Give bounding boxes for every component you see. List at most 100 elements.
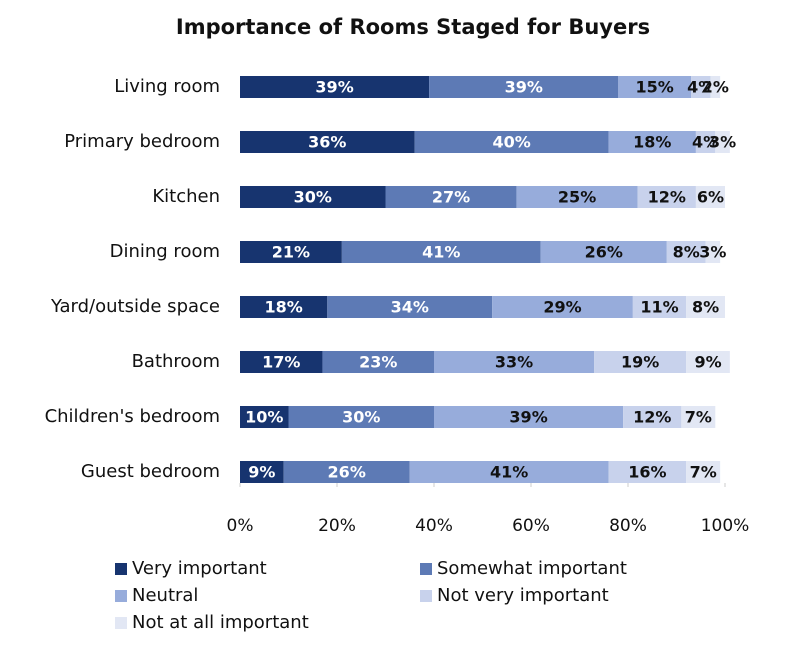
value-label: 12% xyxy=(633,408,671,427)
bar-segment xyxy=(240,351,323,373)
value-label: 4% xyxy=(692,133,719,152)
value-label: 30% xyxy=(342,408,380,427)
bar-segment xyxy=(516,186,638,208)
y-tick-label: Guest bedroom xyxy=(81,461,220,482)
x-tick-label: 100% xyxy=(701,516,750,536)
value-label: 4% xyxy=(687,78,714,97)
y-tick-label: Living room xyxy=(114,76,220,97)
bar-segment xyxy=(618,76,692,98)
bar-segment xyxy=(608,461,687,483)
bar-segment xyxy=(686,296,725,318)
y-tick-label: Kitchen xyxy=(152,186,220,207)
value-label: 26% xyxy=(585,243,623,262)
legend-swatch xyxy=(115,617,127,629)
bar-segment xyxy=(594,351,687,373)
value-label: 29% xyxy=(543,298,581,317)
value-label: 36% xyxy=(308,133,346,152)
bar-segment xyxy=(322,351,434,373)
value-label: 12% xyxy=(648,188,686,207)
bar-segment xyxy=(240,241,342,263)
value-label: 27% xyxy=(432,188,470,207)
bar-segment xyxy=(341,241,541,263)
value-label: 39% xyxy=(509,408,547,427)
legend-swatch xyxy=(115,563,127,575)
x-tick-label: 20% xyxy=(318,516,356,536)
value-label: 21% xyxy=(272,243,310,262)
bar-segment xyxy=(710,76,721,98)
legend-swatch xyxy=(420,590,432,602)
y-tick-label: Bathroom xyxy=(132,351,220,372)
legend-label: Not at all important xyxy=(132,612,309,633)
bar-segment xyxy=(409,461,609,483)
value-label: 10% xyxy=(245,408,283,427)
value-label: 19% xyxy=(621,353,659,372)
value-label: 18% xyxy=(633,133,671,152)
legend-label: Somewhat important xyxy=(437,558,627,579)
bar-segment xyxy=(623,406,682,428)
legend-label: Very important xyxy=(132,558,267,579)
bar-segment xyxy=(681,406,716,428)
bar-segment xyxy=(637,186,696,208)
bar-segment xyxy=(695,131,716,153)
x-tick-label: 60% xyxy=(512,516,550,536)
value-label: 7% xyxy=(685,408,712,427)
bar-segment xyxy=(327,296,493,318)
x-tick-label: 0% xyxy=(227,516,254,536)
x-tick-label: 40% xyxy=(415,516,453,536)
value-label: 6% xyxy=(697,188,724,207)
value-label: 39% xyxy=(505,78,543,97)
y-tick-label: Primary bedroom xyxy=(64,131,220,152)
legend-swatch xyxy=(115,590,127,602)
bar-segment xyxy=(240,406,289,428)
bar-segment xyxy=(705,241,721,263)
bar-segment xyxy=(240,461,284,483)
bar-segment xyxy=(492,296,633,318)
y-tick-label: Yard/outside space xyxy=(50,296,220,317)
chart-title: Importance of Rooms Staged for Buyers xyxy=(176,15,650,39)
value-label: 16% xyxy=(628,463,666,482)
legend-swatch xyxy=(420,563,432,575)
value-label: 26% xyxy=(328,463,366,482)
bar-segment xyxy=(666,241,706,263)
value-label: 8% xyxy=(673,243,700,262)
bar-segment xyxy=(240,131,415,153)
value-label: 7% xyxy=(690,463,717,482)
value-label: 9% xyxy=(248,463,275,482)
bar-segment xyxy=(715,131,730,153)
bar-segment xyxy=(240,186,386,208)
x-tick-label: 80% xyxy=(609,516,647,536)
value-label: 3% xyxy=(709,133,736,152)
value-label: 3% xyxy=(699,243,726,262)
bar-segment xyxy=(434,406,624,428)
bar-segment xyxy=(434,351,595,373)
value-label: 15% xyxy=(636,78,674,97)
value-label: 2% xyxy=(702,78,729,97)
bar-segment xyxy=(608,131,696,153)
bar-segment xyxy=(686,351,730,373)
bar-segment xyxy=(540,241,667,263)
bar-segment xyxy=(632,296,687,318)
value-label: 23% xyxy=(359,353,397,372)
value-label: 40% xyxy=(492,133,530,152)
legend-label: Not very important xyxy=(437,585,609,606)
bar-segment xyxy=(414,131,609,153)
value-label: 17% xyxy=(262,353,300,372)
bar-segment xyxy=(283,461,410,483)
value-label: 41% xyxy=(490,463,528,482)
value-label: 18% xyxy=(265,298,303,317)
bar-segment xyxy=(691,76,711,98)
bar-segment xyxy=(429,76,619,98)
value-label: 11% xyxy=(640,298,678,317)
value-label: 30% xyxy=(294,188,332,207)
bar-segment xyxy=(240,76,430,98)
y-tick-label: Dining room xyxy=(110,241,220,262)
value-label: 8% xyxy=(692,298,719,317)
bar-segment xyxy=(288,406,434,428)
value-label: 34% xyxy=(391,298,429,317)
value-label: 9% xyxy=(694,353,721,372)
bar-segment xyxy=(695,186,725,208)
value-label: 25% xyxy=(558,188,596,207)
value-label: 39% xyxy=(315,78,353,97)
bar-segment xyxy=(240,296,328,318)
